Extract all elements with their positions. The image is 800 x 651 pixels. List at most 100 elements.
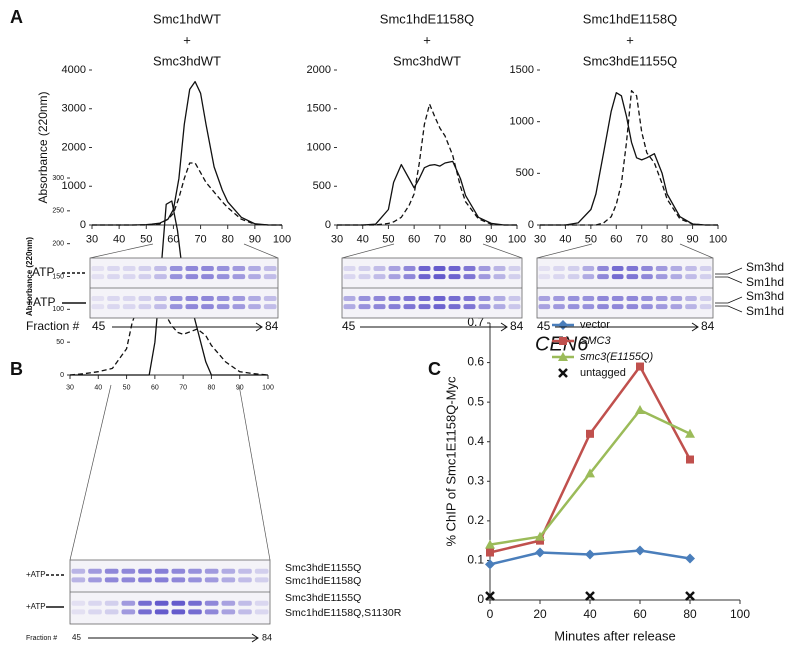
fraction-end: 84 <box>510 319 524 333</box>
fraction-label: Fraction # <box>26 635 57 642</box>
series-line <box>337 160 517 226</box>
gel-band <box>104 568 119 574</box>
y-axis-label: Absorbance (220nm) <box>36 91 50 203</box>
gel-band <box>433 274 446 280</box>
marker <box>685 591 695 601</box>
gel-band <box>71 577 86 583</box>
gel-band <box>670 304 683 310</box>
gel-band <box>185 266 199 271</box>
gel-band <box>373 296 386 301</box>
gel-band <box>641 274 653 280</box>
fraction-label: Fraction # <box>26 319 80 333</box>
gel-band <box>478 274 491 280</box>
gel-band <box>685 266 697 271</box>
gel-band <box>248 274 261 280</box>
gel-band <box>553 304 565 310</box>
x-tick-label: 90 <box>686 233 698 245</box>
gel-band <box>107 266 120 271</box>
gel-band <box>232 304 246 310</box>
marker <box>486 548 494 557</box>
gel-band <box>232 266 246 271</box>
series-line <box>69 288 269 376</box>
gel-band <box>88 609 102 615</box>
zoom-line <box>482 243 523 259</box>
x-tick-label: 80 <box>459 233 471 245</box>
y-tick-label: 4000 <box>62 64 86 76</box>
gel-band <box>248 296 261 301</box>
gel-band <box>185 304 199 310</box>
marker <box>686 455 694 464</box>
gel-band <box>611 266 624 271</box>
gel-band <box>403 296 416 301</box>
y-tick-label: 0 <box>60 372 64 379</box>
gel-band <box>204 568 219 574</box>
x-tick-label: 30 <box>534 233 546 245</box>
gel-band <box>508 304 521 310</box>
y-tick-label: 0 <box>325 219 331 231</box>
gel-band <box>655 304 668 310</box>
gel-band <box>463 304 476 310</box>
gel-band <box>373 266 386 271</box>
gel-band <box>448 274 461 280</box>
gel-band <box>88 568 102 574</box>
gel-band <box>508 266 521 271</box>
gel-band <box>508 274 521 280</box>
gel-band <box>216 266 230 271</box>
fraction-start: 45 <box>92 319 106 333</box>
gel-band <box>107 296 120 301</box>
gel-band <box>448 296 461 301</box>
x-tick-label: 20 <box>533 607 547 621</box>
gel-band <box>567 274 580 280</box>
gel-band <box>433 266 446 271</box>
gel-band <box>188 600 202 606</box>
gel-band <box>91 296 105 301</box>
gel-band <box>154 568 169 574</box>
gel-band <box>254 568 269 574</box>
gel-band <box>221 609 236 615</box>
x-tick-label: 0 <box>487 607 494 621</box>
gel-band <box>597 274 609 280</box>
gel-band <box>641 296 653 301</box>
gel-band <box>263 296 277 301</box>
marker <box>635 545 645 556</box>
legend-label: untagged <box>580 367 626 379</box>
gel-band <box>493 274 506 280</box>
series-line <box>540 92 718 226</box>
marker <box>559 337 567 345</box>
gel-band <box>373 274 386 280</box>
series-line <box>489 365 692 554</box>
gel-band <box>154 266 167 271</box>
marker <box>636 362 644 371</box>
x-tick-label: 50 <box>123 385 131 392</box>
marker <box>635 405 645 415</box>
marker <box>685 428 695 438</box>
band-label: Smc3hdE1155Q <box>285 592 361 604</box>
gel-band <box>238 568 252 574</box>
gel-band <box>138 304 152 310</box>
fraction-start: 45 <box>342 319 356 333</box>
y-axis-label: Absorbance (220nm) <box>25 237 34 316</box>
gel-band <box>216 274 230 280</box>
gel-band <box>169 296 183 301</box>
gel-band <box>71 600 86 606</box>
series-line <box>92 80 282 226</box>
gel-band <box>493 304 506 310</box>
x-tick-label: 80 <box>661 233 673 245</box>
gel-band <box>232 296 246 301</box>
gel-band <box>204 600 219 606</box>
gel-band <box>238 577 252 583</box>
y-tick-label: 0 <box>80 219 86 231</box>
gel-band <box>238 600 252 606</box>
x-tick-label: 30 <box>66 385 74 392</box>
gel-band <box>188 577 202 583</box>
fraction-arrow <box>88 633 259 643</box>
gel-band <box>248 266 261 271</box>
y-tick-label: 0.1 <box>467 553 484 567</box>
gel-band <box>508 296 521 301</box>
zoom-line <box>238 384 271 561</box>
x-tick-label: 60 <box>151 385 159 392</box>
zoom-line <box>536 243 593 259</box>
x-tick-label: 60 <box>610 233 622 245</box>
marker <box>558 368 568 378</box>
gel-band <box>582 296 595 301</box>
